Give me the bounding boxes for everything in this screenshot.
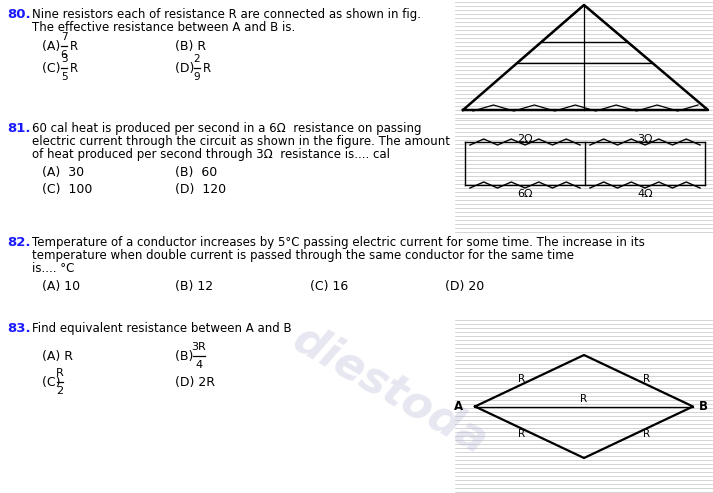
Text: of heat produced per second through 3Ω  resistance is.... cal: of heat produced per second through 3Ω r… [32,148,390,161]
Text: diestoda: diestoda [285,317,495,463]
Text: (D)  120: (D) 120 [175,183,226,196]
Text: 3Ω: 3Ω [637,134,652,144]
Text: (C): (C) [42,376,64,389]
Text: 2Ω: 2Ω [517,134,533,144]
Text: 2: 2 [56,387,63,396]
Text: 6Ω: 6Ω [517,189,533,199]
Text: (A) R: (A) R [42,350,73,363]
Text: (C): (C) [42,62,64,75]
Text: is.... °C: is.... °C [32,262,74,275]
Text: A: A [454,400,463,413]
Text: (C)  100: (C) 100 [42,183,93,196]
Text: (D) 2R: (D) 2R [175,376,215,389]
Text: 2: 2 [194,54,200,64]
Text: R: R [643,374,650,384]
Text: electric current through the circuit as shown in the figure. The amount: electric current through the circuit as … [32,135,450,148]
Text: (B)  60: (B) 60 [175,166,217,179]
Text: (D) 20: (D) 20 [445,280,484,293]
Text: Nine resistors each of resistance R are connected as shown in fig.: Nine resistors each of resistance R are … [32,8,421,21]
Text: Find equivalent resistance between A and B: Find equivalent resistance between A and… [32,322,292,335]
Text: 6: 6 [61,50,67,61]
Text: 3R: 3R [192,342,206,352]
Text: R: R [643,429,650,439]
Text: 3: 3 [61,54,67,64]
Text: R: R [580,393,588,403]
Text: (B) R: (B) R [175,40,206,53]
Text: 82.: 82. [7,236,31,249]
Text: R: R [518,429,525,439]
Text: 83.: 83. [7,322,31,335]
Text: (D): (D) [175,62,198,75]
Text: (C) 16: (C) 16 [310,280,348,293]
Text: R: R [70,39,78,52]
Text: (A) 10: (A) 10 [42,280,80,293]
Text: R: R [70,62,78,74]
Text: The effective resistance between A and B is.: The effective resistance between A and B… [32,21,295,34]
Text: 81.: 81. [7,122,31,135]
Text: 80.: 80. [7,8,31,21]
Text: (B) 12: (B) 12 [175,280,213,293]
Text: 5: 5 [61,72,67,82]
Text: B: B [699,400,707,413]
Text: 4: 4 [195,360,202,371]
Text: 9: 9 [194,72,200,82]
Text: Temperature of a conductor increases by 5°C passing electric current for some ti: Temperature of a conductor increases by … [32,236,645,249]
Text: R: R [56,367,64,378]
Text: 60 cal heat is produced per second in a 6Ω  resistance on passing: 60 cal heat is produced per second in a … [32,122,421,135]
Text: 7: 7 [61,32,67,41]
Text: (B): (B) [175,350,198,363]
Text: temperature when double current is passed through the same conductor for the sam: temperature when double current is passe… [32,249,574,262]
Text: 4Ω: 4Ω [637,189,653,199]
Text: (A)  30: (A) 30 [42,166,84,179]
Text: (A): (A) [42,40,64,53]
Text: R: R [518,374,525,384]
Text: R: R [202,62,211,74]
